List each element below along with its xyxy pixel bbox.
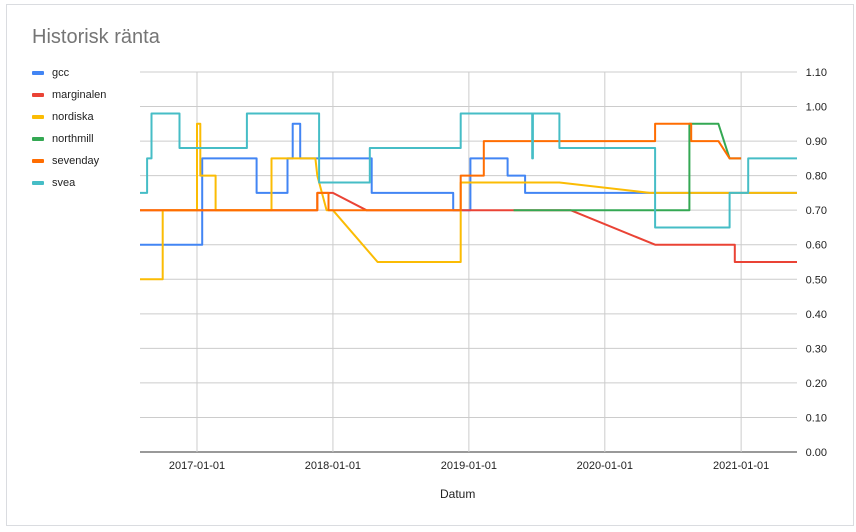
y-tick-label: 1.10 [806, 67, 827, 79]
legend-swatch [32, 71, 44, 75]
legend-item-marginalen[interactable]: marginalen [32, 84, 106, 106]
series-line-gcc [140, 122, 797, 246]
legend-label: marginalen [52, 89, 107, 101]
y-tick-label: 0.40 [806, 309, 827, 321]
legend-swatch [32, 159, 44, 163]
y-tick-label: 0.30 [806, 343, 827, 355]
legend: gcc marginalen nordiska northmill sevenday sv… [32, 62, 106, 194]
series-line-svea [140, 112, 797, 229]
x-tick-label: 2017-01-01 [169, 460, 225, 472]
legend-label: gcc [52, 67, 70, 79]
x-tick-label: 2019-01-01 [441, 460, 497, 472]
legend-item-sevenday[interactable]: sevenday [32, 150, 106, 172]
x-tick-label: 2021-01-01 [713, 460, 769, 472]
y-tick-label: 0.80 [806, 171, 827, 183]
chart-card[interactable] [6, 4, 854, 526]
legend-label: nordiska [52, 111, 94, 123]
y-tick-label: 0.90 [806, 136, 827, 148]
y-tick-label: 0.10 [806, 412, 827, 424]
y-tick-label: 0.00 [806, 447, 827, 459]
legend-item-svea[interactable]: svea [32, 172, 106, 194]
y-tick-label: 0.20 [806, 378, 827, 390]
legend-swatch [32, 181, 44, 185]
y-tick-label: 0.50 [806, 274, 827, 286]
legend-item-gcc[interactable]: gcc [32, 62, 106, 84]
x-tick-label: 2020-01-01 [577, 460, 633, 472]
legend-item-nordiska[interactable]: nordiska [32, 106, 106, 128]
legend-swatch [32, 137, 44, 141]
legend-label: northmill [52, 133, 94, 145]
y-tick-label: 0.60 [806, 240, 827, 252]
y-tick-label: 1.00 [806, 102, 827, 114]
chart-title: Historisk ränta [32, 26, 160, 48]
legend-swatch [32, 115, 44, 119]
legend-label: svea [52, 177, 76, 189]
x-tick-label: 2018-01-01 [305, 460, 361, 472]
series-line-sevenday [140, 122, 742, 212]
x-axis-title: Datum [440, 487, 476, 501]
y-tick-label: 0.70 [806, 205, 827, 217]
legend-swatch [32, 93, 44, 97]
legend-item-northmill[interactable]: northmill [32, 128, 106, 150]
legend-label: sevenday [52, 155, 100, 167]
series-line-northmill [513, 122, 742, 212]
